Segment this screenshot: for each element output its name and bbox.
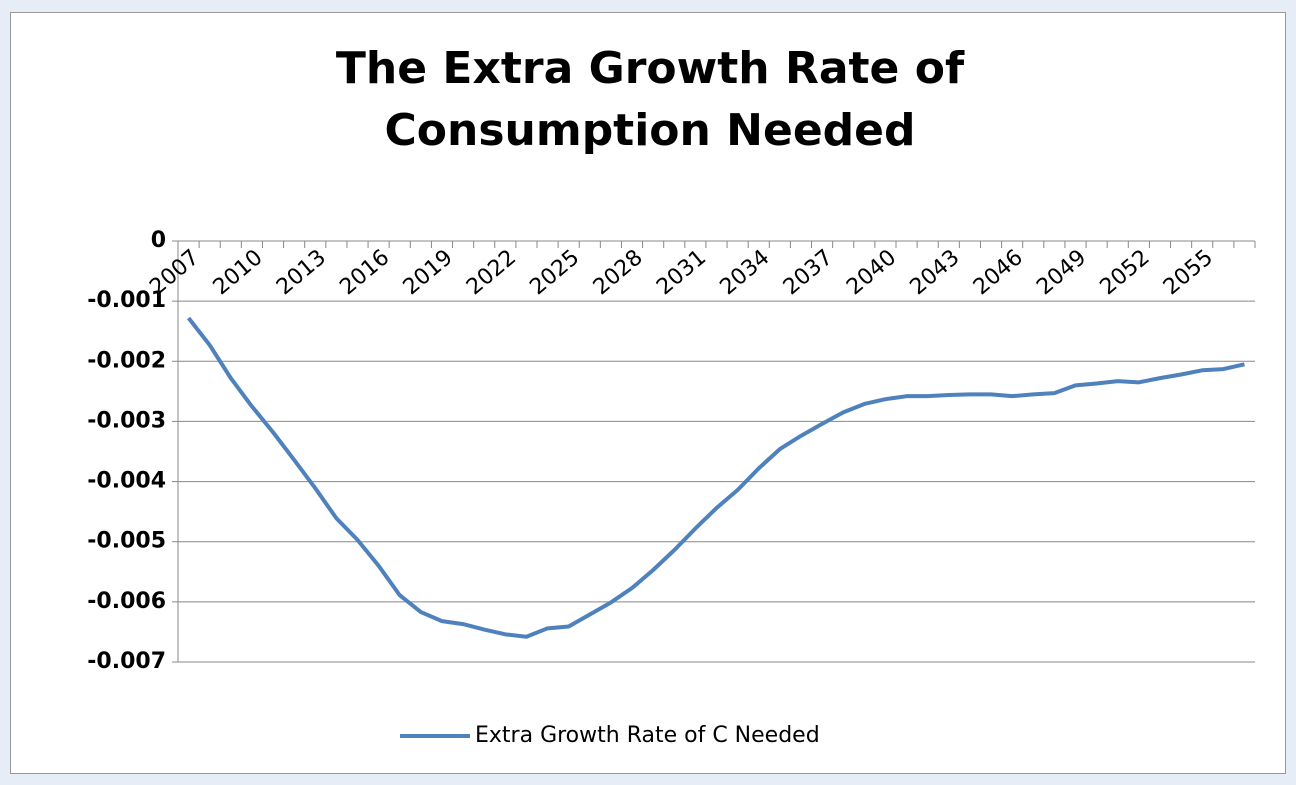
y-tick-label: 0 <box>151 228 166 253</box>
x-tick-label: 2049 <box>1032 245 1091 300</box>
x-tick-label: 2046 <box>969 245 1028 300</box>
y-tick-label: -0.001 <box>87 288 166 313</box>
x-tick-label: 2037 <box>779 245 838 300</box>
y-tick-label: -0.005 <box>87 529 166 554</box>
x-tick-label: 2040 <box>842 245 901 300</box>
y-tick-label: -0.002 <box>87 348 166 373</box>
x-tick-label: 2055 <box>1159 245 1218 300</box>
y-tick-label: -0.003 <box>87 408 166 433</box>
y-tick-label: -0.004 <box>87 469 166 494</box>
x-tick-label: 2025 <box>525 245 584 300</box>
x-tick-label: 2043 <box>906 245 965 300</box>
line-series <box>186 316 1245 639</box>
x-tick-label: 2031 <box>652 245 711 300</box>
x-tick-label: 2052 <box>1096 245 1155 300</box>
x-tick-label: 2028 <box>589 245 648 300</box>
legend-label: Extra Growth Rate of C Needed <box>475 723 820 748</box>
y-tick-label: -0.006 <box>87 589 166 614</box>
x-tick-label: 2013 <box>272 245 331 300</box>
chart-frame <box>10 12 1286 774</box>
chart-title: The Extra Growth Rate of Consumption Nee… <box>335 43 965 156</box>
x-tick-label: 2034 <box>715 245 774 300</box>
x-tick-label: 2016 <box>335 245 394 300</box>
x-tick-label: 2007 <box>145 245 204 300</box>
x-tick-label: 2010 <box>209 245 268 300</box>
x-tick-label: 2019 <box>399 245 458 300</box>
y-tick-label: -0.007 <box>87 649 166 674</box>
x-tick-label: 2022 <box>462 245 521 300</box>
